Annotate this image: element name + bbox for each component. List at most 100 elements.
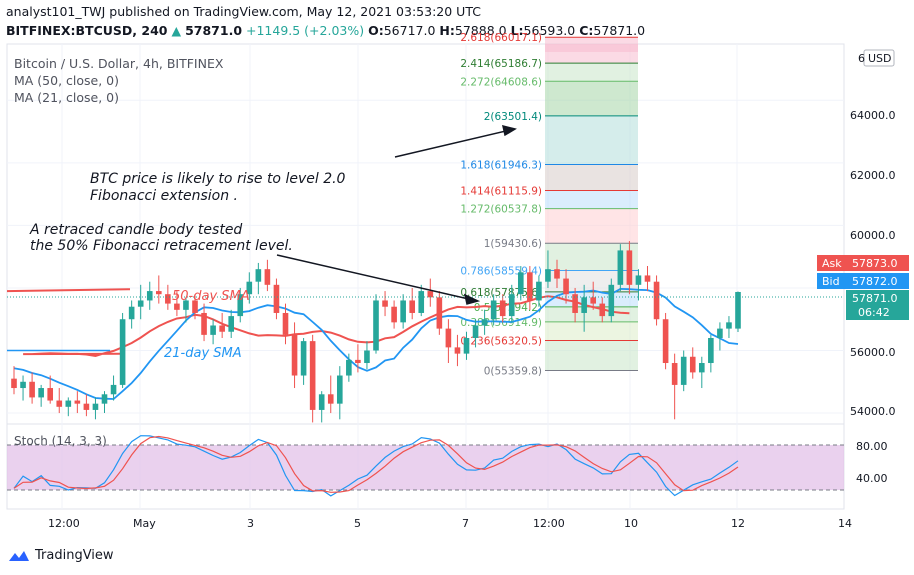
candle-body — [219, 325, 225, 332]
candle-body — [680, 356, 687, 385]
symbol: BITFINEX:BTCUSD, 240 — [6, 23, 168, 38]
candle-body — [355, 359, 361, 364]
candle-body — [110, 384, 117, 395]
price-axis[interactable]: USD 6 64000.0 62000.0 60000.0 56000.0 54… — [817, 49, 909, 418]
last-price: 57871.0 — [185, 23, 243, 38]
time-tick: 10 — [624, 517, 638, 530]
candle-body — [183, 300, 189, 310]
price-tick: 56000.0 — [850, 346, 896, 359]
candle-body — [246, 281, 253, 295]
legend-title: Bitcoin / U.S. Dollar, 4h, BITFINEX — [14, 56, 224, 71]
time-tick: May — [133, 517, 156, 530]
currency-badge[interactable] — [863, 49, 895, 67]
fib-level-label: 1(59430.6) — [484, 238, 542, 250]
fib-level-label: 0.236(56320.5) — [460, 335, 542, 347]
candle-body — [391, 306, 397, 323]
candle-body — [137, 300, 144, 307]
candle-body — [445, 328, 452, 348]
candle-body — [644, 275, 651, 282]
candle-body — [318, 394, 325, 410]
legend-ma21[interactable]: MA (21, close, 0) — [14, 90, 120, 105]
time-tick: 5 — [354, 517, 361, 530]
fib-band — [545, 243, 638, 271]
bid-label: Bid — [822, 275, 840, 288]
candle-body — [427, 291, 434, 298]
candle-body — [653, 281, 660, 320]
candle-body — [228, 316, 235, 332]
candle-body — [517, 272, 524, 295]
close-value: 57871.0 — [593, 23, 646, 38]
annotation-arrows — [276, 124, 517, 305]
candle-body — [717, 328, 723, 338]
stoch-tick: 80.00 — [856, 440, 888, 453]
fib-level-label: 2.414(65186.7) — [460, 58, 542, 70]
stochastic-pane — [7, 435, 844, 497]
candle-body — [47, 388, 54, 401]
candlesticks — [11, 241, 741, 423]
candle-body — [662, 319, 669, 364]
candle-body — [418, 291, 425, 313]
candle-body — [128, 306, 135, 320]
candle-body — [581, 297, 587, 313]
price-tick: 60000.0 — [850, 229, 896, 242]
ask-value: 57873.0 — [852, 257, 898, 270]
legend-ma50[interactable]: MA (50, close, 0) — [14, 73, 120, 88]
fib-level-label: 0.5(57394.2) — [474, 302, 542, 314]
candle-body — [563, 278, 569, 295]
price-tick: 62000.0 — [850, 169, 896, 182]
fib-band — [545, 306, 638, 322]
candle-body — [545, 269, 551, 282]
candle-body — [38, 388, 44, 398]
candle-body — [237, 294, 244, 317]
fib-level-label: 1.272(60537.8) — [460, 204, 542, 216]
bid-value: 57872.0 — [852, 275, 898, 288]
annotation-text-2a: A retraced candle body tested — [29, 222, 242, 238]
arrow-up-icon: ▲ — [171, 23, 182, 38]
candle-body — [29, 381, 35, 398]
candle-body — [536, 281, 542, 301]
fibonacci-extension: 2.618(66017.1) 2.414(65186.7) 2.272(64608.… — [460, 32, 638, 378]
candle-body — [92, 403, 99, 410]
time-tick: 12:00 — [48, 517, 80, 530]
candle-body — [735, 291, 741, 329]
price-change: +1149.5 (+2.03%) — [246, 23, 365, 38]
candle-body — [373, 300, 379, 351]
annotation-text-2b: the 50% Fibonacci retracement level. — [30, 238, 293, 254]
symbol-quote-line: BITFINEX:BTCUSD, 240 ▲ 57871.0 +1149.5 (… — [6, 23, 646, 38]
open-value: 56717.0 — [383, 23, 436, 38]
candle-body — [436, 297, 443, 329]
candle-body — [364, 350, 370, 364]
ask-badge — [817, 255, 909, 271]
fib-level-label: 2(63501.4) — [484, 111, 542, 123]
time-tick: 14 — [838, 517, 852, 530]
candle-body — [65, 400, 72, 407]
candle-body — [626, 250, 633, 285]
candle-body — [554, 269, 560, 279]
candle-body — [273, 284, 280, 313]
time-axis[interactable]: 12:00 May 3 5 7 12:00 10 12 14 — [48, 517, 852, 530]
fib-band — [545, 208, 638, 244]
candle-body — [472, 325, 479, 338]
candle-body — [400, 300, 406, 323]
candle-body — [635, 275, 642, 285]
fib-level-label: 0.382(56914.9) — [460, 317, 542, 329]
fib-level-label: 1.618(61946.3) — [460, 160, 542, 172]
price-tick: 64000.0 — [850, 109, 896, 122]
fib-band — [545, 81, 638, 116]
tradingview-brand[interactable]: TradingView — [8, 548, 114, 563]
stoch-tick: 40.00 — [856, 472, 888, 485]
candle-body — [56, 400, 63, 407]
ask-label: Ask — [822, 257, 842, 270]
fib-band — [545, 164, 638, 191]
candle-body — [599, 303, 606, 317]
candle-body — [608, 284, 615, 317]
price-tick: 54000.0 — [850, 405, 896, 418]
candle-body — [264, 269, 271, 285]
candle-body — [454, 347, 461, 354]
moving-averages — [6, 287, 739, 400]
fib-band — [545, 340, 638, 371]
stoch-label: Stoch (14, 3, 3) — [14, 434, 107, 448]
candle-body — [309, 341, 316, 410]
candle-body — [291, 334, 298, 376]
